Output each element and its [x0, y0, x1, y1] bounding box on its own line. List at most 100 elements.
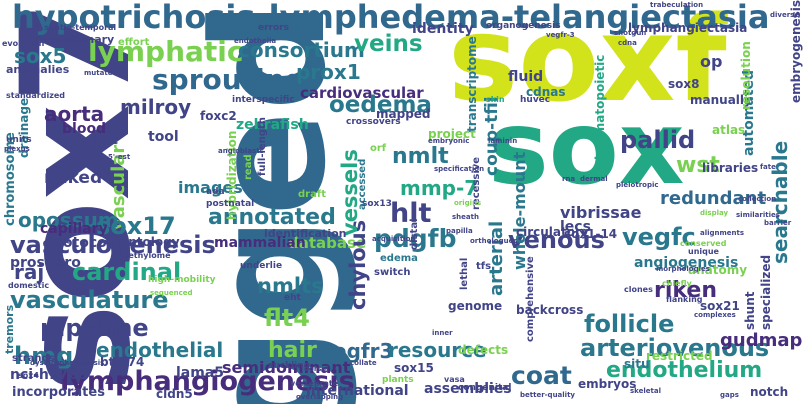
word-arterial: arterial	[486, 220, 507, 296]
word-identification: identification	[264, 227, 347, 240]
word-flt4: flt4	[264, 304, 310, 332]
word-hypotrichosis: hypotrichosis-lymphedema-telangiectasia	[12, 0, 770, 36]
word-cardiovascular: cardiovascular	[300, 84, 424, 102]
word-trabeculation: trabeculation	[650, 1, 704, 9]
word-pleiotropic: pleiotropic	[616, 181, 659, 189]
word-raj: raj	[14, 260, 45, 284]
word-haematopoietic: haematopoietic	[593, 54, 607, 160]
word-endothelial: endothelial	[96, 338, 224, 362]
word-mammalian: mammalian	[214, 235, 306, 251]
word-identity: identity	[412, 21, 474, 37]
word-dermal: dermal	[580, 175, 608, 183]
word-eht: eht	[284, 293, 301, 303]
word-semidominant: semidominant	[222, 358, 351, 377]
word-tfs: tfs	[476, 261, 492, 272]
word-similarities: similarities	[736, 211, 780, 219]
word-postnatal: postnatal	[206, 199, 255, 209]
word-sox15: sox15	[394, 361, 434, 375]
word-congenital: congenital	[458, 383, 512, 393]
word-circulatory: circulatory	[516, 225, 589, 239]
word-barrier: barrier	[764, 219, 792, 227]
word-alignments: alignments	[700, 229, 745, 237]
word-skin: skin	[486, 95, 505, 104]
word-sox5: sox5	[14, 44, 67, 68]
word-database: database	[288, 234, 367, 252]
word-lymphatic: lymphatic	[88, 35, 244, 68]
word-lama5: lama5	[176, 365, 225, 381]
word-read: read	[243, 154, 254, 180]
word-sox17: sox17	[96, 212, 176, 240]
word-capillary: capillary	[40, 221, 108, 237]
word-overlapping: overlapping	[296, 393, 344, 401]
word-riken: riken	[654, 278, 718, 303]
word-sox13: sox13	[362, 199, 392, 209]
word-zebrafish: zebrafish	[236, 117, 309, 133]
word-vasa: vasa	[444, 375, 465, 384]
word-situ: situ	[624, 357, 650, 371]
word-hmg: hmg	[14, 342, 74, 370]
word-incorporates: incorporates	[12, 385, 105, 400]
word-manually: manually	[690, 93, 752, 107]
word-spatio-temporal: spatio-temporal	[44, 23, 117, 32]
word-sox1-14: sox1-14	[564, 227, 618, 241]
word-collate: collate	[350, 359, 377, 367]
word-pipeline: pipeline	[40, 314, 149, 342]
word-vibrissae: vibrissae	[560, 203, 642, 222]
word-sox21: sox21	[700, 299, 740, 313]
word-annotated: annotated	[208, 205, 336, 230]
word-restricted: restricted	[646, 349, 713, 363]
word-veins: veins	[354, 31, 423, 57]
word-plexus: plexus	[4, 145, 30, 153]
word-5-est: 5'-est	[108, 153, 131, 161]
word-dysmorphogenesis: dysmorphogenesis	[30, 359, 105, 367]
word-draft: draft	[298, 189, 326, 200]
word-ada: ada	[206, 187, 225, 197]
word-international: international	[306, 383, 409, 399]
word-coat: coat	[511, 361, 572, 390]
word-organogenesis: organogenesis	[486, 21, 561, 31]
word-transcriptome: transcriptome	[465, 36, 479, 132]
word-blood: blood	[62, 121, 107, 137]
word-mmp7: mmp-7	[400, 176, 479, 200]
word-vasculogenesis: vasculogenesis	[10, 231, 216, 259]
word-opossum: opossum	[18, 208, 119, 232]
word-better-quality: better-quality	[520, 391, 575, 399]
word-notch: notch	[750, 385, 789, 399]
word-bt-474: bt-474	[100, 355, 145, 369]
word-standardized: standardized	[6, 91, 66, 100]
word-tool: tool	[148, 129, 179, 145]
word-naked: naked	[44, 168, 103, 188]
word-lymphangiectasia: lymphangiectasia	[628, 21, 748, 35]
word-pdgfb: pdgfb	[374, 224, 457, 253]
word-venous: venous	[508, 226, 605, 254]
word-endothelium: endothelium	[606, 358, 763, 383]
word-backcross: backcross	[516, 303, 584, 317]
word-cldn5: cldn5	[156, 387, 193, 401]
word-shotgun: shotgun	[614, 29, 647, 37]
word-origins: origins	[454, 199, 482, 207]
word-interspecific: interspecific	[232, 95, 295, 105]
word-inner: inner	[432, 329, 453, 337]
word-protocols: protocols	[46, 235, 120, 251]
word-specialized: specialized	[759, 254, 773, 330]
word-complexes: complexes	[694, 311, 736, 319]
word-anatomy: anatomy	[688, 263, 748, 277]
word-huvec: huvec	[520, 95, 551, 105]
word-effort: effort	[118, 37, 150, 48]
word-hlt: hlt	[390, 198, 432, 229]
word-anomalies: anomalies	[6, 63, 70, 76]
word-fluid: fluid	[508, 69, 544, 85]
word-suckling: suckling	[268, 361, 311, 371]
word-clones: clones	[624, 285, 653, 294]
word-sox: sox	[488, 89, 685, 208]
word-units: units	[6, 135, 32, 145]
word-unique: unique	[688, 247, 719, 256]
word-op: op	[700, 52, 723, 71]
word-laminin: laminin	[488, 137, 518, 145]
word-dorsal: dorsal	[304, 365, 329, 373]
word-cardinal: cardinal	[72, 258, 182, 286]
word-vasculature: vasculature	[10, 286, 169, 314]
word-soxf: soxf	[448, 0, 727, 128]
word-assemblies: assemblies	[424, 381, 512, 397]
word-wst: wst	[676, 153, 720, 178]
